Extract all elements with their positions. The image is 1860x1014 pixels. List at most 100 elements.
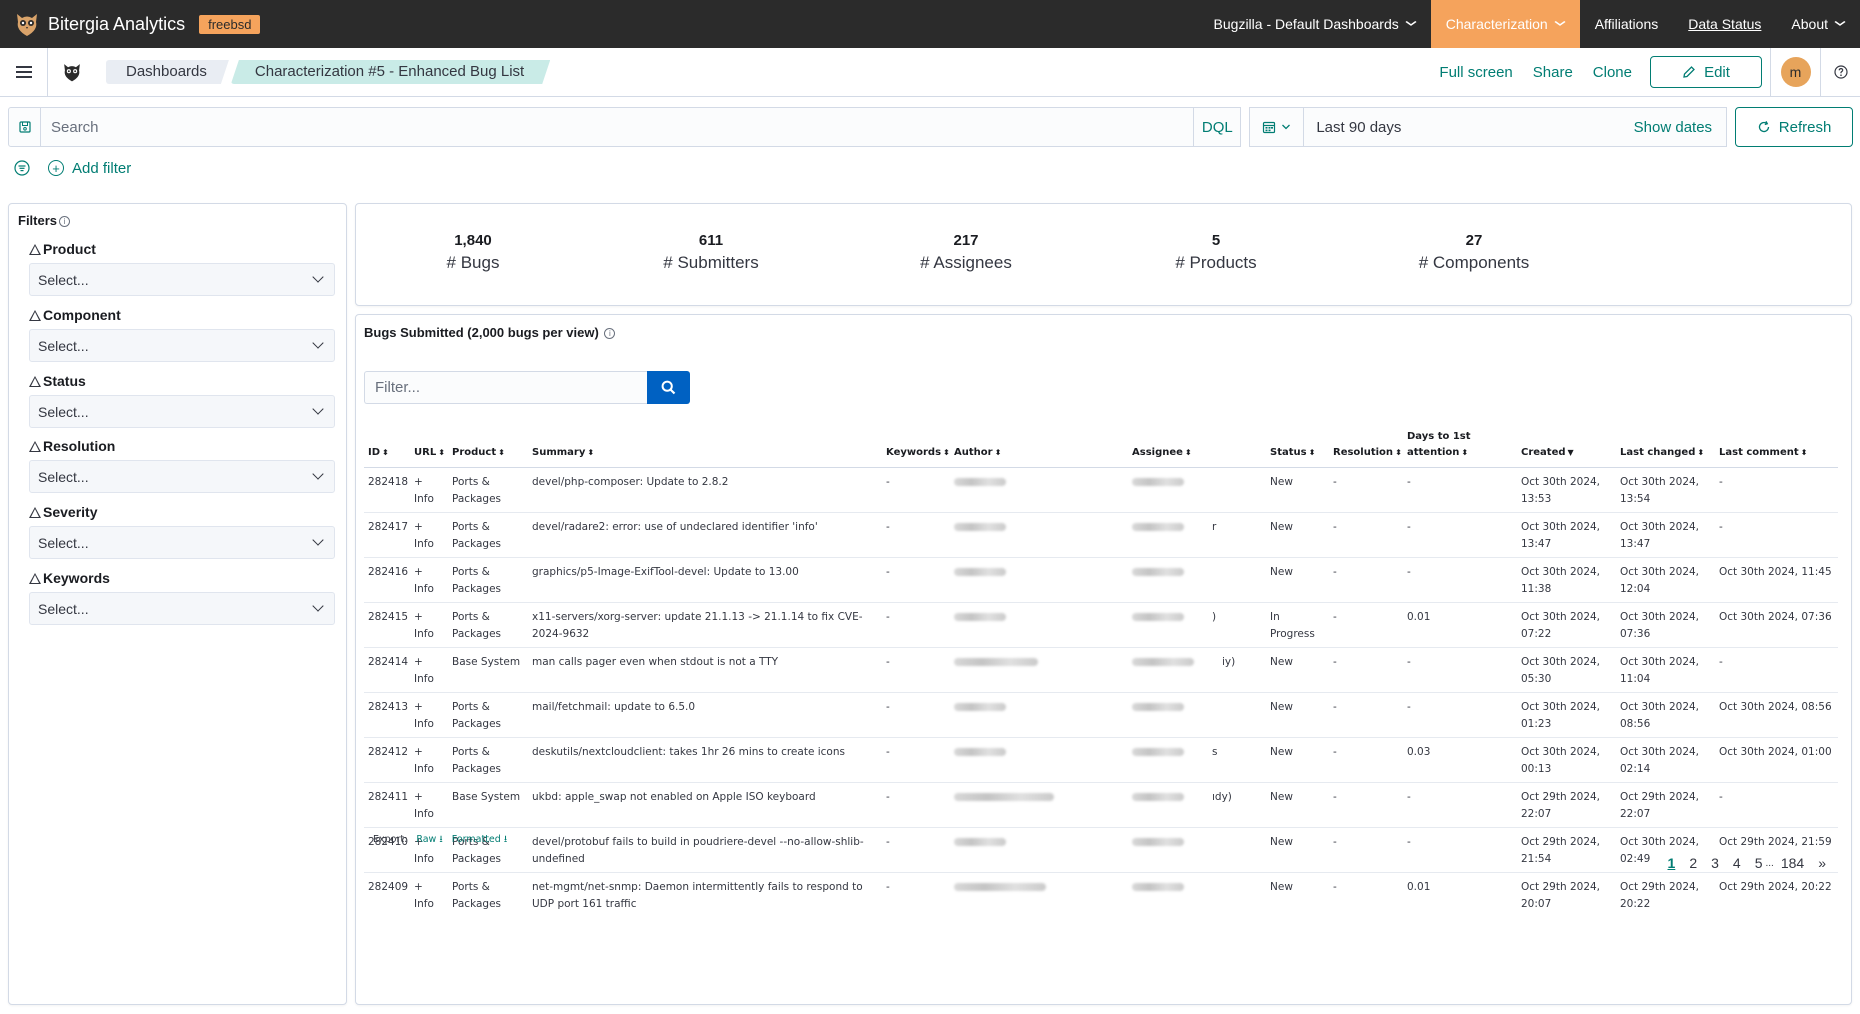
- filter-options-button[interactable]: [14, 160, 30, 176]
- plus-icon: +: [48, 160, 64, 176]
- redacted-text: [954, 567, 1006, 576]
- bug-resolution: -: [1329, 557, 1403, 603]
- filter-select-product[interactable]: Select...: [29, 263, 335, 296]
- nav-affiliations[interactable]: Affiliations: [1580, 0, 1674, 48]
- info-link[interactable]: + Info: [410, 557, 448, 603]
- table-row[interactable]: 282414 + Info Base System man calls pager e…: [364, 647, 1838, 693]
- page-3[interactable]: 3: [1711, 855, 1719, 871]
- filter-select-status[interactable]: Select...: [29, 395, 335, 428]
- bug-last-comment: -: [1715, 647, 1838, 693]
- table-row[interactable]: 282412 + Info Ports & Packages deskutils/ne…: [364, 737, 1838, 783]
- refresh-button[interactable]: Refresh: [1735, 107, 1853, 147]
- bug-keywords: -: [882, 512, 950, 558]
- bug-resolution: -: [1329, 467, 1403, 513]
- dashboard-actions: Full screen Share Clone Edit m: [1429, 48, 1860, 96]
- filter-select-keywords[interactable]: Select...: [29, 592, 335, 625]
- bug-days-to-attention: 0.01: [1403, 602, 1517, 648]
- edit-button[interactable]: Edit: [1650, 56, 1762, 88]
- column-author[interactable]: Author ⬍: [950, 427, 1128, 468]
- select-placeholder: Select...: [38, 600, 89, 617]
- table-row[interactable]: 282418 + Info Ports & Packages devel/php-co…: [364, 467, 1838, 513]
- help-button[interactable]: [1820, 48, 1860, 96]
- filter-select-component[interactable]: Select...: [29, 329, 335, 362]
- bug-author-redacted: [950, 647, 1128, 693]
- column-resolution[interactable]: Resolution ⬍: [1329, 427, 1403, 468]
- search-bar: Search DQL: [8, 107, 1242, 147]
- column-assignee[interactable]: Assignee ⬍: [1128, 427, 1266, 468]
- nav-characterization[interactable]: Characterization: [1430, 0, 1580, 48]
- table-row[interactable]: 282410 + Info Ports & Packages devel/protob…: [364, 827, 1838, 873]
- bug-keywords: -: [882, 467, 950, 513]
- breadcrumb-dashboards[interactable]: Dashboards: [106, 60, 229, 84]
- bugs-table: ID ⬍ URL ⬍ Product ⬍ Summary ⬍ Keywords ⬍ Author ⬍ A…: [364, 427, 1838, 917]
- bug-days-to-attention: -: [1403, 557, 1517, 603]
- table-row[interactable]: 282411 + Info Base System ukbd: apple_swap …: [364, 782, 1838, 828]
- bug-id: 282414: [364, 647, 410, 693]
- filter-select-resolution[interactable]: Select...: [29, 460, 335, 493]
- page-184[interactable]: 184: [1780, 855, 1805, 871]
- column-last-changed[interactable]: Last changed ⬍: [1616, 427, 1715, 468]
- info-link[interactable]: + Info: [410, 827, 448, 873]
- table-row[interactable]: 282417 + Info Ports & Packages devel/radare…: [364, 512, 1838, 558]
- column-status[interactable]: Status ⬍: [1266, 427, 1329, 468]
- info-link[interactable]: + Info: [410, 692, 448, 738]
- sort-icon: ⬍: [943, 447, 950, 457]
- column-product[interactable]: Product ⬍: [448, 427, 528, 468]
- nav-data-status[interactable]: Data Status: [1673, 0, 1776, 48]
- filter-select-severity[interactable]: Select...: [29, 526, 335, 559]
- add-filter-button[interactable]: + Add filter: [48, 160, 131, 177]
- quick-select-button[interactable]: [1250, 108, 1305, 146]
- show-dates-button[interactable]: Show dates: [1633, 118, 1713, 136]
- table-row[interactable]: 282416 + Info Ports & Packages graphics/p5-…: [364, 557, 1838, 603]
- column-url[interactable]: URL ⬍: [410, 427, 448, 468]
- info-link[interactable]: + Info: [410, 467, 448, 513]
- menu-toggle-button[interactable]: [0, 48, 48, 96]
- page-5[interactable]: 5: [1754, 855, 1763, 871]
- page-1[interactable]: 1: [1667, 855, 1676, 871]
- info-link[interactable]: + Info: [410, 647, 448, 693]
- nav-bugzilla-default-dashboards[interactable]: Bugzilla - Default Dashboards: [1199, 0, 1431, 48]
- home-logo-icon[interactable]: [48, 48, 96, 96]
- table-search-button[interactable]: [647, 371, 690, 404]
- table-filter-input[interactable]: Filter...: [364, 371, 647, 404]
- column-id[interactable]: ID ⬍: [364, 427, 410, 468]
- share-button[interactable]: Share: [1532, 63, 1573, 81]
- column-keywords[interactable]: Keywords ⬍: [882, 427, 950, 468]
- info-link[interactable]: + Info: [410, 512, 448, 558]
- column-last-comment[interactable]: Last comment ⬍: [1715, 427, 1838, 468]
- saved-query-button[interactable]: [9, 108, 41, 146]
- bug-author-redacted: [950, 737, 1128, 783]
- bug-resolution: -: [1329, 782, 1403, 828]
- clone-button[interactable]: Clone: [1592, 63, 1632, 81]
- user-menu[interactable]: m: [1770, 48, 1820, 96]
- column-days-to-1st-attention[interactable]: Days to 1st attention ⬍: [1403, 427, 1517, 468]
- bug-status: New: [1266, 692, 1329, 738]
- bug-product: Ports & Packages: [448, 602, 528, 648]
- table-row[interactable]: 282409 + Info Ports & Packages net-mgmt/net…: [364, 872, 1838, 917]
- search-input[interactable]: Search: [51, 118, 99, 136]
- info-link[interactable]: + Info: [410, 782, 448, 828]
- brand[interactable]: Bitergia Analytics freebsd: [0, 0, 261, 48]
- info-link[interactable]: + Info: [410, 737, 448, 783]
- info-link[interactable]: + Info: [414, 880, 434, 910]
- filter-label: Component: [29, 307, 335, 323]
- table-row[interactable]: 282413 + Info Ports & Packages mail/fetchma…: [364, 692, 1838, 738]
- nav-about[interactable]: About: [1776, 0, 1860, 48]
- table-row[interactable]: 282415 + Info Ports & Packages x11-servers/…: [364, 602, 1838, 648]
- column-created[interactable]: Created ▼: [1517, 427, 1616, 468]
- bug-resolution: -: [1329, 827, 1403, 873]
- next-page-button[interactable]: »: [1818, 855, 1826, 871]
- warning-icon: [29, 309, 41, 321]
- page-4[interactable]: 4: [1732, 855, 1741, 871]
- page-2[interactable]: 2: [1689, 855, 1698, 871]
- bug-keywords: -: [882, 692, 950, 738]
- bug-days-to-attention: -: [1403, 692, 1517, 738]
- column-summary[interactable]: Summary ⬍: [528, 427, 882, 468]
- full-screen-button[interactable]: Full screen: [1439, 63, 1513, 81]
- export-formatted-link[interactable]: Formatted ⭳: [451, 834, 508, 845]
- info-link[interactable]: + Info: [410, 602, 448, 648]
- query-language-button[interactable]: DQL: [1193, 108, 1240, 146]
- chevron-down-icon: [312, 403, 324, 415]
- date-range-label[interactable]: Last 90 days: [1316, 118, 1402, 136]
- export-raw-link[interactable]: Raw ⭳: [416, 834, 443, 845]
